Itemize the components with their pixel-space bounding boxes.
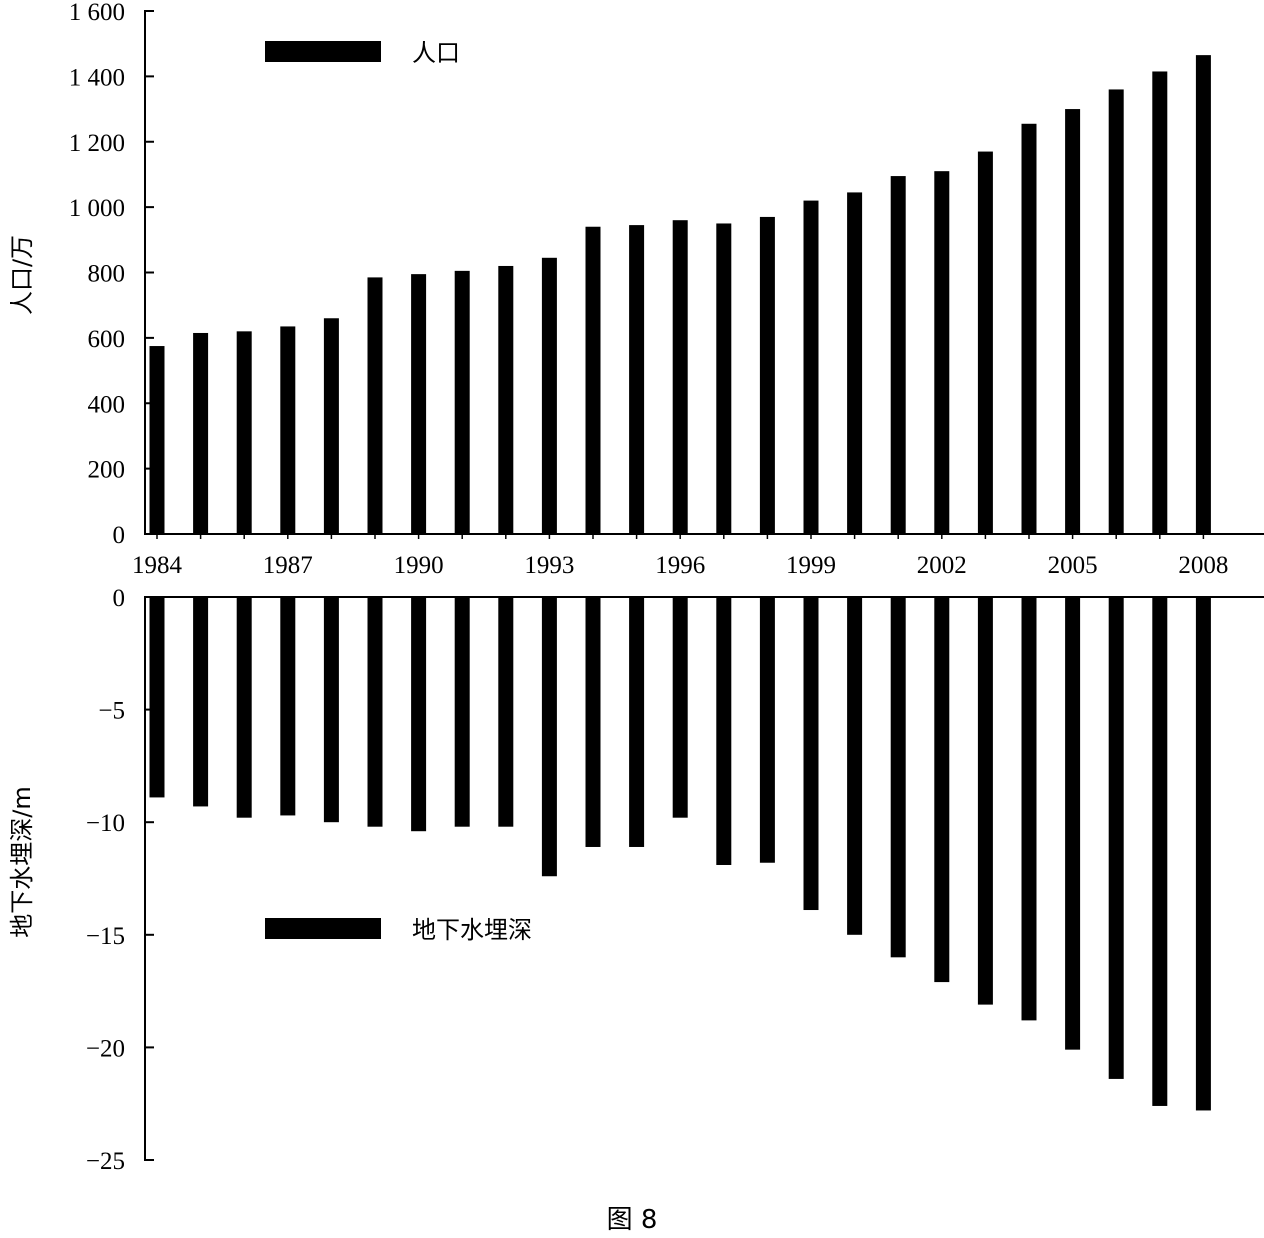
population-y-tick-label: 0 — [113, 522, 126, 549]
population-bar — [411, 274, 427, 534]
groundwater-bar — [847, 597, 863, 935]
groundwater-bar — [803, 597, 819, 911]
x-tick-label: 1984 — [132, 552, 183, 579]
population-bar — [672, 220, 688, 534]
population-bar — [323, 318, 339, 534]
population-bar — [541, 257, 557, 534]
x-tick-label: 2008 — [1178, 552, 1228, 579]
groundwater-y-axis-title: 地下水埋深/m — [8, 786, 36, 937]
x-tick-label: 1996 — [655, 552, 705, 579]
population-bar — [193, 332, 209, 534]
groundwater-bar — [149, 597, 165, 798]
population-bar — [1021, 123, 1037, 534]
population-axes: 0 200 400 600 800 1 000 1 200 1 400 1 600 — [69, 0, 1264, 549]
figure-caption: 图 8 — [607, 1205, 658, 1235]
groundwater-bar — [890, 597, 906, 958]
x-tick-label: 1993 — [524, 552, 574, 579]
groundwater-bar — [280, 597, 296, 816]
population-panel: 0 200 400 600 800 1 000 1 200 1 400 1 600 人口 人口/… — [8, 0, 1264, 549]
population-bar — [454, 270, 470, 534]
groundwater-bars — [149, 597, 1211, 1111]
groundwater-bar — [629, 597, 645, 847]
groundwater-bar — [236, 597, 252, 818]
population-bar — [934, 171, 950, 534]
population-bar — [803, 200, 819, 534]
population-y-tick-label: 800 — [88, 261, 126, 288]
groundwater-bar — [977, 597, 993, 1005]
groundwater-y-tick-label: −5 — [98, 698, 125, 725]
population-bar — [280, 326, 296, 534]
population-legend-label: 人口 — [412, 39, 460, 67]
groundwater-legend-label: 地下水埋深 — [412, 916, 532, 944]
groundwater-bar — [411, 597, 427, 832]
x-tick-label: 1999 — [786, 552, 836, 579]
groundwater-bar — [541, 597, 557, 877]
groundwater-y-tick-label: −10 — [86, 810, 125, 837]
groundwater-bar — [672, 597, 688, 818]
population-bar — [367, 277, 383, 534]
population-bar — [1065, 109, 1081, 534]
groundwater-bar — [498, 597, 514, 827]
population-bar — [498, 265, 514, 534]
groundwater-bar — [1021, 597, 1037, 1021]
population-y-tick-label: 1 600 — [69, 0, 125, 26]
groundwater-y-tick-label: −20 — [86, 1035, 125, 1062]
population-y-tick-label: 400 — [88, 391, 126, 418]
groundwater-bar — [193, 597, 209, 807]
groundwater-bar — [454, 597, 470, 827]
population-bar — [585, 226, 601, 535]
groundwater-y-tick-label: 0 — [113, 585, 126, 612]
population-y-tick-label: 600 — [88, 326, 126, 353]
population-bar — [629, 225, 645, 534]
population-bar — [716, 223, 732, 534]
population-bar — [149, 346, 165, 534]
groundwater-axes: 0 −5 −10 −15 −20 −25 — [86, 585, 1264, 1175]
x-axis-tick-labels: 1984 1987 1990 1993 1996 1999 2002 2005 2008 — [132, 552, 1228, 579]
population-y-tick-label: 1 000 — [69, 195, 125, 222]
x-tick-label: 1990 — [394, 552, 444, 579]
groundwater-y-tick-label: −25 — [86, 1148, 125, 1175]
x-tick-label: 1987 — [263, 552, 313, 579]
groundwater-bar — [1195, 597, 1211, 1111]
groundwater-bar — [323, 597, 339, 823]
groundwater-bar — [367, 597, 383, 827]
population-bar — [1108, 89, 1124, 534]
groundwater-bar — [1152, 597, 1168, 1106]
groundwater-bar — [1108, 597, 1124, 1079]
groundwater-bar — [759, 597, 775, 863]
population-bar — [759, 216, 775, 534]
population-bar — [977, 151, 993, 534]
population-bar — [1195, 55, 1211, 535]
population-y-tick-label: 200 — [88, 457, 126, 484]
population-legend-swatch — [265, 41, 381, 62]
population-bar — [1152, 71, 1168, 535]
groundwater-bar — [585, 597, 601, 847]
groundwater-bar — [934, 597, 950, 983]
groundwater-panel: 0 −5 −10 −15 −20 −25 地下水埋深 地下水埋深/m — [8, 585, 1264, 1175]
groundwater-legend-swatch — [265, 918, 381, 939]
population-bar — [890, 176, 906, 534]
population-bar — [236, 331, 252, 534]
groundwater-bar — [1065, 597, 1081, 1050]
population-y-tick-label: 1 400 — [69, 64, 125, 91]
groundwater-bar — [716, 597, 732, 865]
x-tick-label: 2002 — [917, 552, 967, 579]
groundwater-y-tick-label: −15 — [86, 923, 125, 950]
x-tick-label: 2005 — [1048, 552, 1098, 579]
population-y-axis-title: 人口/万 — [8, 235, 36, 315]
population-bars — [149, 55, 1211, 535]
population-bar — [847, 192, 863, 534]
population-y-tick-label: 1 200 — [69, 130, 125, 157]
